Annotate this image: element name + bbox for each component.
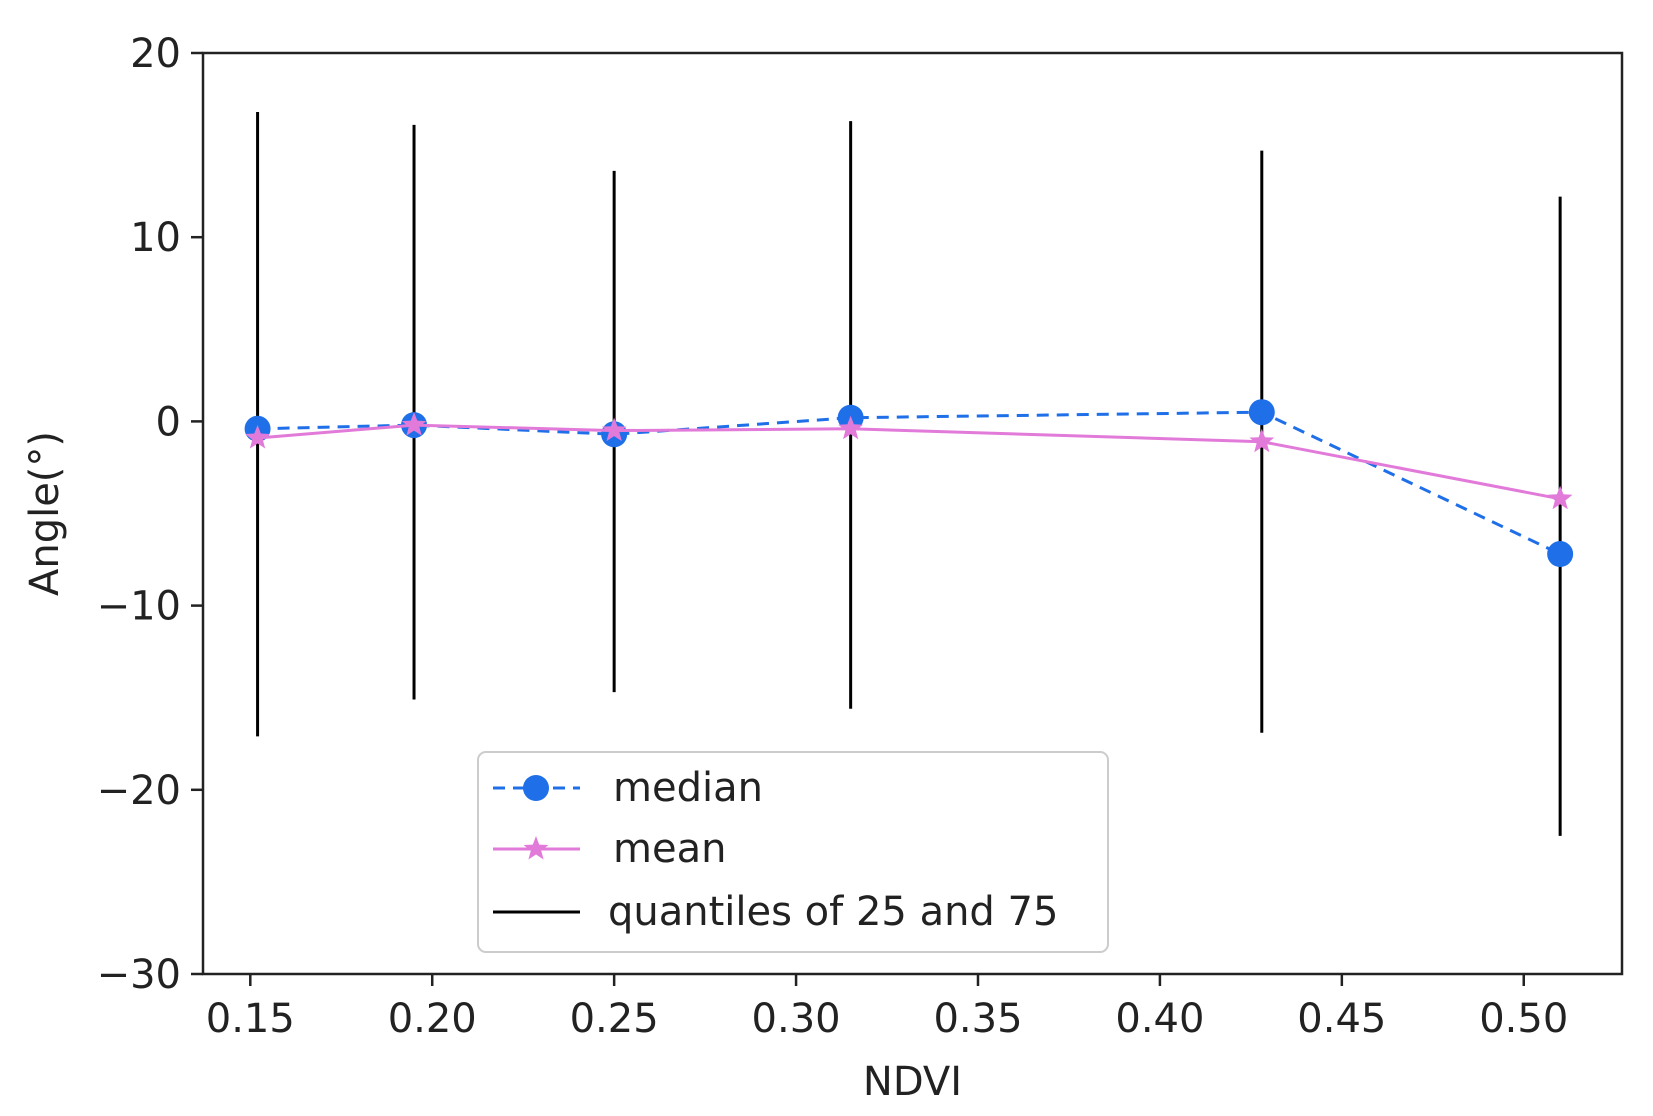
y-tick-label: 20 xyxy=(130,31,181,77)
y-tick-label: 0 xyxy=(156,399,181,445)
legend-quantile-label: quantiles of 25 and 75 xyxy=(608,889,1058,935)
mean-point xyxy=(401,412,427,436)
legend-box xyxy=(477,751,1109,953)
plot-area xyxy=(201,51,1624,976)
mean-point xyxy=(838,415,863,440)
mean-point xyxy=(1547,485,1573,510)
legend-median-marker xyxy=(523,775,549,801)
legend: median mean quantiles of 25 and 75 xyxy=(477,751,1109,953)
mean-line xyxy=(257,423,1561,501)
x-tick-label: 0.20 xyxy=(388,996,477,1042)
median-point xyxy=(1547,541,1574,568)
y-tick-label: −30 xyxy=(97,952,181,998)
y-axis-label: Angle(°) xyxy=(22,431,68,596)
x-tick-label: 0.30 xyxy=(752,996,841,1042)
y-tick-label: −20 xyxy=(97,768,181,814)
x-axis-label: NDVI xyxy=(863,1059,962,1105)
x-tick-label: 0.25 xyxy=(570,996,659,1042)
median-line xyxy=(257,410,1561,556)
x-axis: 0.15 0.20 0.25 0.30 0.35 0.40 0.45 0.50 xyxy=(206,974,1568,1042)
legend-mean-label: mean xyxy=(613,826,726,872)
y-axis: −30 −20 −10 0 10 20 xyxy=(97,31,203,998)
x-tick-label: 0.40 xyxy=(1115,996,1204,1042)
y-tick-label: 10 xyxy=(130,215,181,261)
plot-frame xyxy=(201,51,1624,976)
mean-point xyxy=(1249,428,1275,453)
x-tick-label: 0.35 xyxy=(933,996,1022,1042)
mean-point xyxy=(245,425,270,449)
y-tick-label: −10 xyxy=(97,584,181,630)
legend-mean-marker xyxy=(523,836,549,860)
mean-point xyxy=(601,417,627,442)
x-tick-label: 0.50 xyxy=(1479,996,1568,1042)
x-tick-label: 0.15 xyxy=(206,996,295,1042)
x-tick-label: 0.45 xyxy=(1297,996,1386,1042)
legend-median-label: median xyxy=(613,765,763,811)
median-point xyxy=(1248,399,1275,426)
